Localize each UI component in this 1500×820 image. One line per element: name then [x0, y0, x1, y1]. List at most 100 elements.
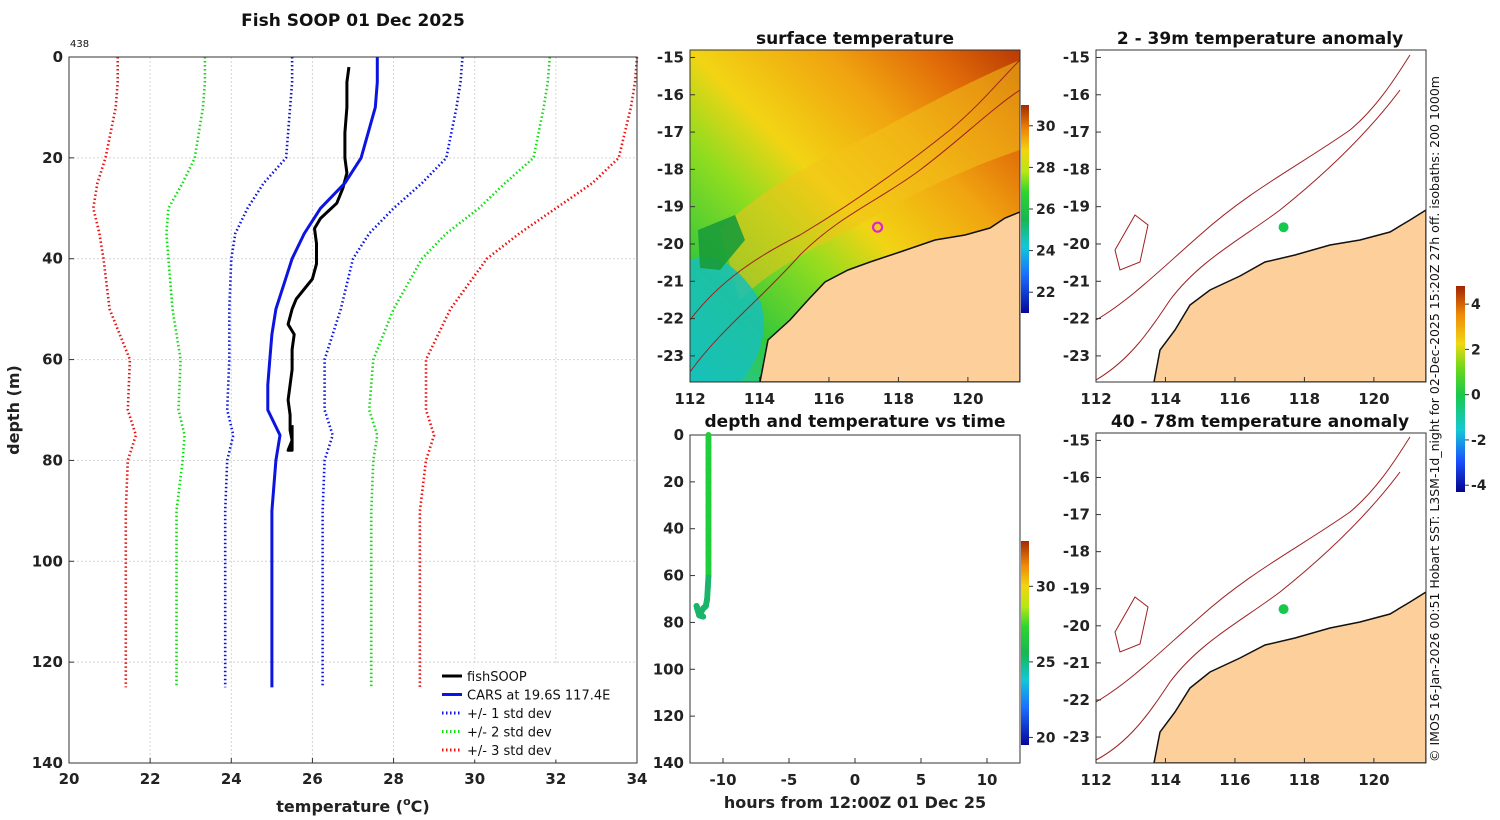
anomaly-b-y-tick-label: -15 [1063, 431, 1090, 449]
sst-y-tick-label: -20 [657, 235, 684, 253]
profile-series-line [92, 57, 138, 688]
profile-y-axis-label: depth (m) [4, 365, 23, 455]
depth-time-colorbar-tick-label: 20 [1036, 730, 1056, 746]
profile-legend: fishSOOP CARS at 19.6S 117.4E +/- 1 std de… [436, 663, 634, 760]
profile-corner-label: 438 [70, 39, 89, 50]
profile-x-tick-label: 24 [221, 770, 242, 788]
profile-gridlines [69, 57, 637, 763]
anomaly-b-isobath-200 [1096, 471, 1401, 761]
depth-time-x-tick-label: 5 [916, 771, 926, 789]
anomaly-a-isobath-1000 [1096, 54, 1411, 321]
sst-colorbar-tick-label: 30 [1036, 119, 1056, 135]
anomaly-colorbar-tick-label: 0 [1471, 388, 1481, 404]
sst-x-tick-label: 120 [952, 390, 983, 408]
profile-series-line [286, 66, 351, 452]
anomaly-b-y-tick-label: -20 [1063, 617, 1090, 635]
depth-time-y-ticks: 0 20 40 60 80 100 120 140 [653, 426, 695, 772]
depth-time-y-tick-label: 40 [663, 520, 684, 538]
depth-time-colorbar-ticks: 20 25 30 [1029, 579, 1056, 746]
sst-y-tick-label: -15 [657, 48, 684, 66]
sst-x-tick-label: 112 [674, 390, 705, 408]
profile-series-line [165, 57, 207, 688]
anomaly-b-y-tick-label: -21 [1063, 654, 1090, 672]
sst-warm-band [720, 60, 1020, 300]
profile-y-tick-label: 20 [42, 149, 63, 167]
anomaly-b-x-tick-label: 114 [1150, 771, 1181, 789]
depth-time-x-tick-label: -5 [781, 771, 798, 789]
sst-y-tick-label: -22 [657, 310, 684, 328]
anomaly-a-y-tick-label: -19 [1063, 198, 1090, 216]
anomaly-b-y-tick-label: -19 [1063, 580, 1090, 598]
sst-colorbar-tick-label: 22 [1036, 285, 1055, 301]
profile-x-tick-label: 22 [140, 770, 161, 788]
sst-x-tick-label: 118 [883, 390, 914, 408]
anomaly-a-y-tick-label: -18 [1063, 160, 1090, 178]
depth-time-y-tick-label: 100 [653, 660, 684, 678]
depth-time-y-tick-label: 120 [653, 707, 684, 725]
anomaly-a-y-tick-label: -15 [1063, 48, 1090, 66]
sst-colorbar [1021, 105, 1029, 313]
anomaly-b-isobath-1000 [1096, 436, 1411, 703]
anomaly-a-panel: 112 114 116 118 120 -15 -16 -17 -18 -19 -20 -21 -22… [1063, 29, 1427, 408]
anomaly-b-y-tick-label: -23 [1063, 728, 1090, 746]
depth-time-colorbar-tick-label: 30 [1036, 579, 1056, 595]
sst-land [759, 211, 1020, 382]
anomaly-colorbar-tick-label: -2 [1471, 433, 1487, 449]
profile-series [92, 56, 639, 688]
anomaly-a-y-tick-label: -22 [1063, 310, 1090, 328]
profile-y-tick-label: 120 [32, 653, 63, 671]
sst-y-tick-label: -17 [657, 123, 684, 141]
depth-time-colorbar-tick-label: 25 [1036, 655, 1055, 671]
anomaly-colorbar-tick-label: 2 [1471, 342, 1481, 358]
profile-series-line [266, 57, 379, 688]
anomaly-a-x-tick-label: 120 [1358, 390, 1389, 408]
side-credit: © IMOS 16-Jan-2026 00:51 Hobart SST: L3S… [1427, 76, 1442, 762]
anomaly-a-y-tick-label: -16 [1063, 86, 1090, 104]
sst-colorbar-tick-label: 26 [1036, 202, 1055, 218]
sst-fish-marker [871, 221, 884, 233]
sst-y-tick-label: -18 [657, 160, 684, 178]
profile-x-axis-label: temperature (oC) [276, 795, 429, 816]
legend-label: +/- 3 std dev [467, 744, 552, 759]
profile-y-tick-label: 100 [32, 552, 63, 570]
anomaly-b-x-tick-label: 112 [1080, 771, 1111, 789]
sst-colorbar-tick-label: 24 [1036, 244, 1056, 260]
anomaly-b-fish-marker [1278, 604, 1289, 615]
anomaly-b-x-ticks: 112 114 116 118 120 [1080, 758, 1390, 789]
anomaly-b-y-ticks: -15 -16 -17 -18 -19 -20 -21 -22 -23 [1063, 431, 1101, 746]
depth-time-points [693, 432, 712, 620]
depth-time-y-tick-label: 60 [663, 567, 684, 585]
sst-title: surface temperature [756, 29, 954, 49]
anomaly-b-x-tick-label: 120 [1358, 771, 1389, 789]
anomaly-a-y-tick-label: -21 [1063, 272, 1090, 290]
anomaly-a-fish-marker [1278, 222, 1289, 233]
sst-y-tick-label: -16 [657, 86, 684, 104]
sst-frame [689, 49, 1021, 383]
depth-time-y-tick-label: 0 [674, 426, 684, 444]
anomaly-a-x-tick-label: 112 [1080, 390, 1111, 408]
anomaly-a-land [1153, 209, 1426, 382]
profile-x-tick-label: 34 [627, 770, 648, 788]
anomaly-a-x-ticks: 112 114 116 118 120 [1080, 377, 1390, 408]
profile-plot-area [69, 57, 637, 763]
legend-label: fishSOOP [467, 670, 527, 685]
sst-x-ticks: 112 114 116 118 120 [674, 377, 984, 408]
sst-colorbar-ticks: 22 24 26 28 30 [1029, 119, 1056, 301]
anomaly-b-land [1153, 591, 1426, 763]
profile-x-tick-label: 28 [383, 770, 404, 788]
depth-time-colorbar [1021, 541, 1029, 745]
anomaly-a-island [1114, 214, 1149, 271]
anomaly-colorbar [1456, 286, 1465, 492]
anomaly-a-y-ticks: -15 -16 -17 -18 -19 -20 -21 -22 -23 [1063, 48, 1101, 365]
depth-time-panel: -10 -5 0 5 10 0 20 40 60 80 100 120 140 depth and t… [653, 412, 1056, 812]
anomaly-a-y-tick-label: -23 [1063, 347, 1090, 365]
anomaly-b-y-tick-label: -16 [1063, 468, 1090, 486]
anomaly-b-frame [1095, 432, 1427, 764]
profile-y-ticks: 0 20 40 60 80 100 120 140 [32, 48, 74, 772]
profile-frame [68, 56, 638, 764]
anomaly-b-y-tick-label: -22 [1063, 691, 1090, 709]
anomaly-a-title: 2 - 39m temperature anomaly [1117, 29, 1403, 49]
profile-y-tick-label: 0 [53, 48, 63, 66]
depth-time-point [700, 613, 707, 620]
depth-time-x-tick-label: 0 [850, 771, 860, 789]
